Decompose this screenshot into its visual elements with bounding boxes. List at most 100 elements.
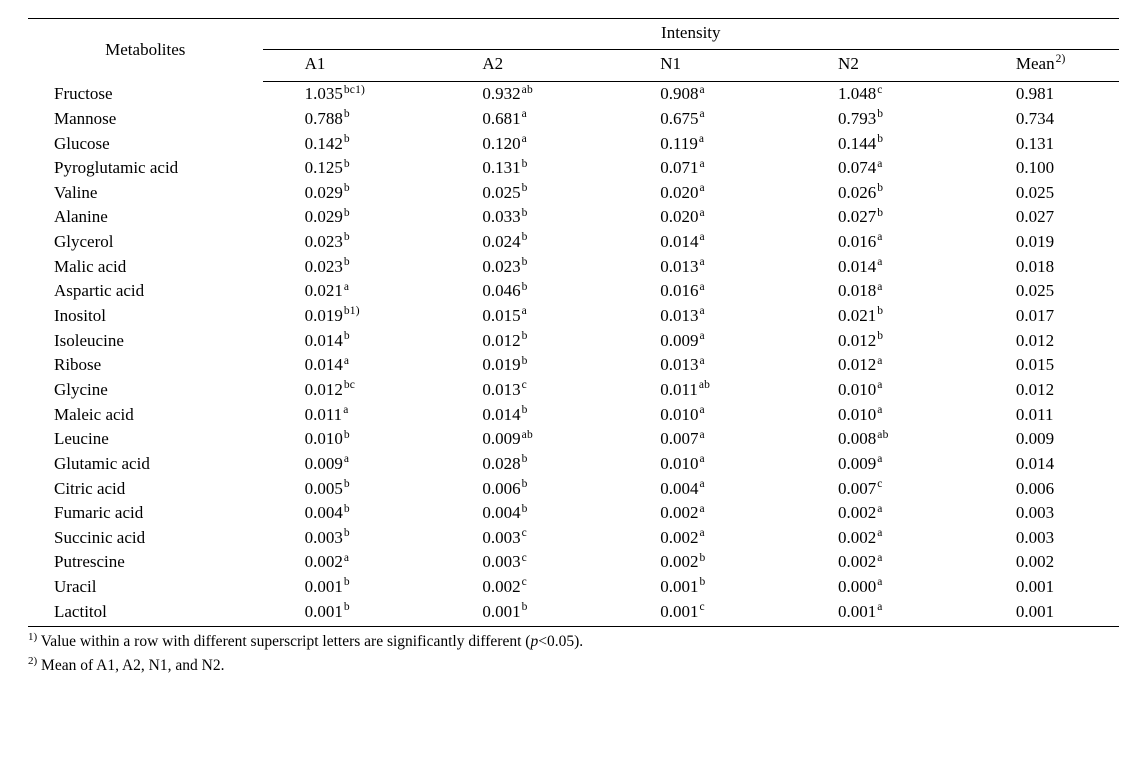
cell-n1: 0.119a: [618, 132, 796, 157]
metabolite-name: Fructose: [28, 82, 263, 107]
cell-value: 0.010: [660, 405, 698, 424]
cell-a1: 0.010b: [263, 427, 441, 452]
cell-a2: 0.003c: [440, 550, 618, 575]
cell-superscript: a: [876, 576, 882, 588]
metabolite-name: Glutamic acid: [28, 452, 263, 477]
cell-value: 0.100: [1016, 158, 1054, 177]
metabolite-name: Maleic acid: [28, 403, 263, 428]
footnote-2: 2) Mean of A1, A2, N1, and N2.: [28, 654, 1119, 677]
cell-value: 0.005: [305, 479, 343, 498]
cell-value: 0.004: [660, 479, 698, 498]
cell-value: 0.012: [1016, 331, 1054, 350]
cell-superscript: a: [343, 552, 349, 564]
cell-mean: 0.003: [974, 501, 1119, 526]
cell-n1: 0.013a: [618, 304, 796, 329]
cell-value: 0.025: [1016, 281, 1054, 300]
cell-superscript: c: [876, 478, 882, 490]
cell-n2: 0.008ab: [796, 427, 974, 452]
cell-superscript: c: [521, 552, 527, 564]
cell-value: 0.002: [838, 552, 876, 571]
cell-mean: 0.025: [974, 279, 1119, 304]
cell-a2: 0.013c: [440, 378, 618, 403]
cell-value: 0.023: [305, 232, 343, 251]
metabolite-name: Malic acid: [28, 255, 263, 280]
cell-superscript: a: [876, 158, 882, 170]
cell-a1: 0.125b: [263, 156, 441, 181]
table-row: Aspartic acid0.021a0.046b0.016a0.018a0.0…: [28, 279, 1119, 304]
column-header-sup: 2): [1055, 53, 1066, 65]
cell-value: 0.027: [1016, 207, 1054, 226]
cell-value: 0.788: [305, 109, 343, 128]
cell-value: 0.028: [482, 454, 520, 473]
cell-superscript: a: [698, 207, 704, 219]
cell-superscript: b: [521, 231, 528, 243]
column-header-label: A1: [305, 54, 326, 73]
cell-superscript: a: [698, 429, 704, 441]
cell-value: 0.142: [305, 134, 343, 153]
cell-value: 0.015: [1016, 355, 1054, 374]
cell-n2: 0.002a: [796, 550, 974, 575]
cell-superscript: ab: [521, 429, 533, 441]
cell-value: 0.001: [305, 577, 343, 596]
table-row: Lactitol0.001b0.001b0.001c0.001a0.001: [28, 600, 1119, 627]
cell-superscript: ab: [521, 84, 533, 96]
cell-superscript: c: [698, 601, 704, 613]
cell-superscript: c: [521, 379, 527, 391]
cell-superscript: b: [343, 503, 350, 515]
cell-superscript: b: [343, 429, 350, 441]
cell-value: 0.010: [305, 429, 343, 448]
metabolite-name: Citric acid: [28, 477, 263, 502]
cell-superscript: b: [343, 182, 350, 194]
cell-n2: 0.009a: [796, 452, 974, 477]
cell-value: 0.017: [1016, 306, 1054, 325]
cell-superscript: b: [521, 182, 528, 194]
cell-value: 0.046: [482, 281, 520, 300]
cell-n1: 0.002b: [618, 550, 796, 575]
cell-superscript: b: [521, 355, 528, 367]
cell-a1: 0.011a: [263, 403, 441, 428]
cell-n1: 0.013a: [618, 353, 796, 378]
cell-superscript: b: [343, 527, 350, 539]
cell-superscript: a: [342, 404, 348, 416]
cell-value: 0.013: [660, 306, 698, 325]
cell-value: 0.021: [838, 306, 876, 325]
cell-value: 0.002: [1016, 552, 1054, 571]
cell-n1: 0.016a: [618, 279, 796, 304]
cell-superscript: a: [698, 133, 704, 145]
cell-a2: 0.014b: [440, 403, 618, 428]
cell-superscript: a: [698, 355, 704, 367]
column-header-label: A2: [482, 54, 503, 73]
cell-superscript: b1): [343, 305, 360, 317]
cell-a1: 0.012bc: [263, 378, 441, 403]
cell-superscript: b: [343, 133, 350, 145]
cell-value: 0.018: [1016, 257, 1054, 276]
cell-superscript: b: [343, 256, 350, 268]
cell-value: 0.020: [660, 183, 698, 202]
cell-value: 0.003: [482, 528, 520, 547]
cell-value: 0.002: [660, 503, 698, 522]
cell-n2: 0.002a: [796, 501, 974, 526]
cell-value: 0.131: [1016, 134, 1054, 153]
table-row: Ribose0.014a0.019b0.013a0.012a0.015: [28, 353, 1119, 378]
cell-n1: 0.001b: [618, 575, 796, 600]
cell-value: 0.029: [305, 183, 343, 202]
metabolite-name: Succinic acid: [28, 526, 263, 551]
cell-superscript: a: [343, 281, 349, 293]
cell-value: 0.015: [482, 306, 520, 325]
cell-superscript: b: [343, 108, 350, 120]
cell-value: 0.003: [482, 552, 520, 571]
cell-a1: 0.023b: [263, 230, 441, 255]
cell-value: 0.932: [482, 84, 520, 103]
cell-superscript: a: [343, 453, 349, 465]
cell-value: 0.013: [660, 355, 698, 374]
cell-value: 0.001: [660, 577, 698, 596]
cell-value: 0.023: [482, 257, 520, 276]
cell-superscript: b: [876, 108, 883, 120]
cell-superscript: a: [876, 527, 882, 539]
cell-value: 0.001: [838, 602, 876, 621]
cell-superscript: b: [343, 231, 350, 243]
cell-value: 0.675: [660, 109, 698, 128]
cell-a2: 0.012b: [440, 329, 618, 354]
cell-value: 0.009: [838, 454, 876, 473]
cell-a2: 0.015a: [440, 304, 618, 329]
